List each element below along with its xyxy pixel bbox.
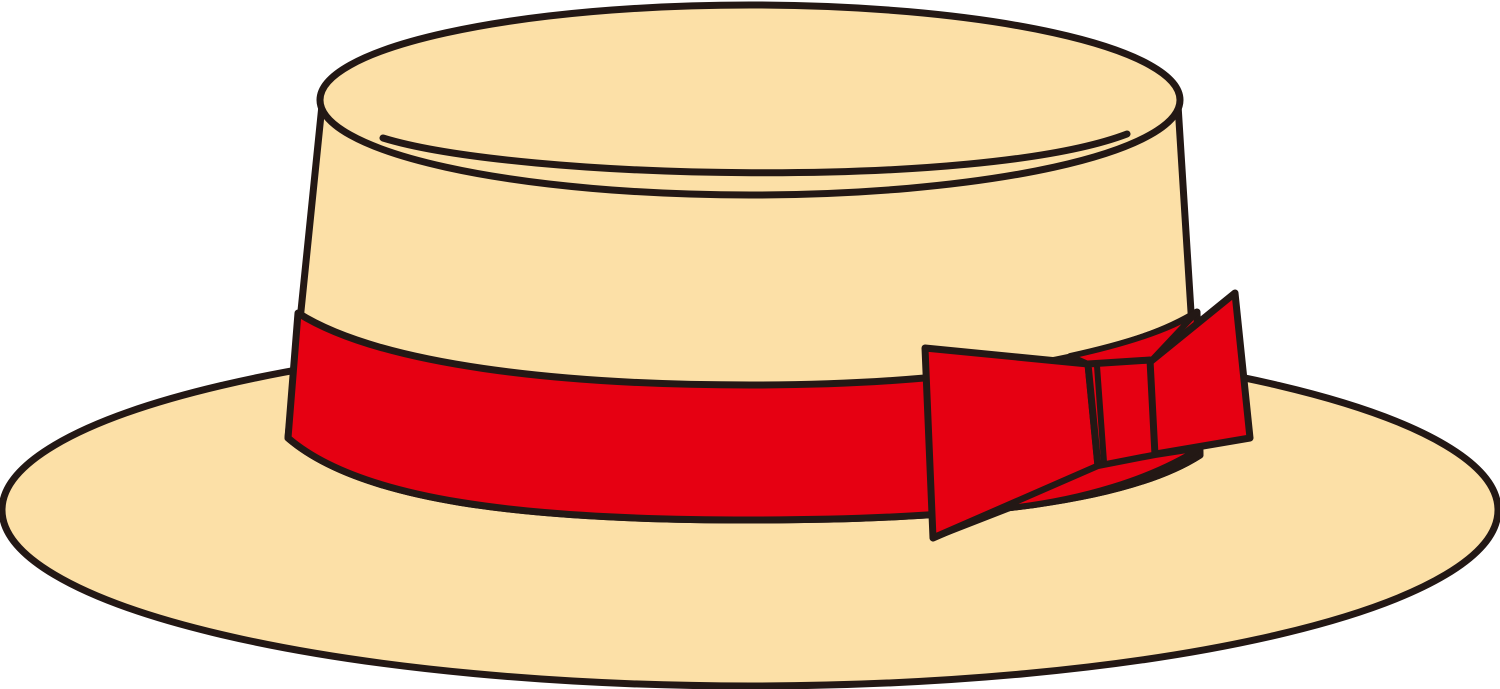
- hat-bow-tail: [930, 445, 1203, 541]
- hat-crown-top: [316, 1, 1184, 199]
- hat-bow-upper-edge: [1067, 309, 1200, 367]
- hat-crown-crease: [379, 130, 1131, 177]
- hat-bow-knot-fold: [1094, 363, 1107, 465]
